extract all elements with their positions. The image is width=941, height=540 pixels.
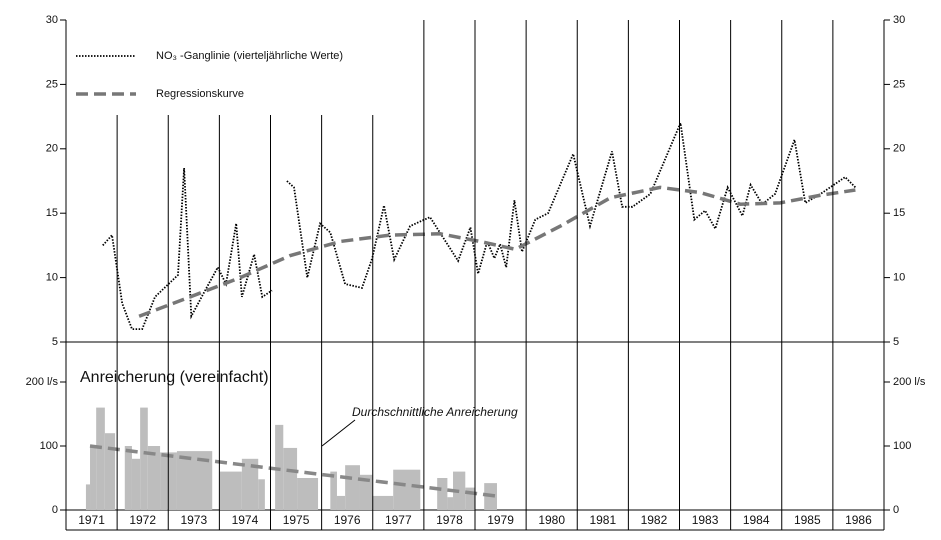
bar [372, 495, 394, 510]
x-tick-label: 1973 [180, 513, 207, 527]
y-tick-label: 0 [52, 504, 58, 516]
legend-label: Regressionskurve [156, 88, 244, 100]
x-tick-label: 1985 [794, 513, 821, 527]
x-tick-label: 1976 [334, 513, 361, 527]
y-tick-label-right: 5 [893, 336, 899, 348]
bar [465, 487, 475, 510]
y-tick-label: 15 [46, 207, 58, 219]
x-tick-label: 1977 [385, 513, 412, 527]
y-tick-label-right: 30 [893, 14, 905, 26]
x-tick-label: 1972 [129, 513, 156, 527]
x-tick-label: 1984 [743, 513, 770, 527]
bar [160, 452, 168, 510]
bar [345, 465, 360, 510]
y-tick-label-right: 20 [893, 143, 905, 155]
y-tick-label: 30 [46, 14, 58, 26]
panel-title: Anreicherung (vereinfacht) [80, 369, 269, 386]
bar [124, 446, 132, 510]
y-tick-label-right: 10 [893, 272, 905, 284]
bar [90, 446, 97, 510]
y-tick-label-right: 25 [893, 78, 905, 90]
bar [85, 484, 91, 510]
legend-label: NO₃ -Ganglinie (vierteljährliche Werte) [156, 50, 343, 62]
y-tick-label: 10 [46, 272, 58, 284]
bar [147, 446, 161, 510]
bar [167, 452, 177, 510]
x-tick-label: 1982 [641, 513, 668, 527]
x-tick-label: 1983 [692, 513, 719, 527]
x-tick-label: 1975 [283, 513, 310, 527]
bar [330, 471, 337, 510]
bar [283, 447, 298, 510]
bar [219, 471, 242, 510]
annotation: Durchschnittliche Anreicherung [352, 405, 518, 419]
x-tick-label: 1979 [487, 513, 514, 527]
bar [104, 433, 116, 510]
bar [447, 497, 454, 510]
bar [437, 478, 448, 510]
bar [297, 478, 319, 510]
bar [359, 474, 373, 510]
y-tick-label: 100 [40, 440, 58, 452]
x-tick-label: 1981 [589, 513, 616, 527]
y-tick-label: 20 [46, 143, 58, 155]
x-tick-label: 1974 [232, 513, 259, 527]
y-tick-label-right: 0 [893, 504, 899, 516]
y-tick-label-right: 15 [893, 207, 905, 219]
x-tick-label: 1971 [78, 513, 105, 527]
y-tick-label-right: 200 l/s [893, 376, 926, 388]
data-line [138, 185, 856, 318]
bar [336, 495, 346, 510]
bar [96, 407, 105, 510]
bar [131, 458, 141, 510]
bar [140, 407, 148, 510]
data-line [102, 119, 857, 330]
y-tick-label: 5 [52, 336, 58, 348]
trend-line [89, 444, 496, 498]
y-tick-label: 200 l/s [26, 376, 59, 388]
bar [258, 479, 265, 510]
annotation-arrow [321, 419, 356, 447]
bar [241, 458, 259, 510]
x-tick-label: 1980 [538, 513, 565, 527]
x-tick-label: 1986 [845, 513, 872, 527]
x-tick-label: 1978 [436, 513, 463, 527]
bar [393, 469, 421, 510]
y-tick-label-right: 100 [893, 440, 911, 452]
bar [275, 424, 284, 510]
y-tick-label: 25 [46, 78, 58, 90]
